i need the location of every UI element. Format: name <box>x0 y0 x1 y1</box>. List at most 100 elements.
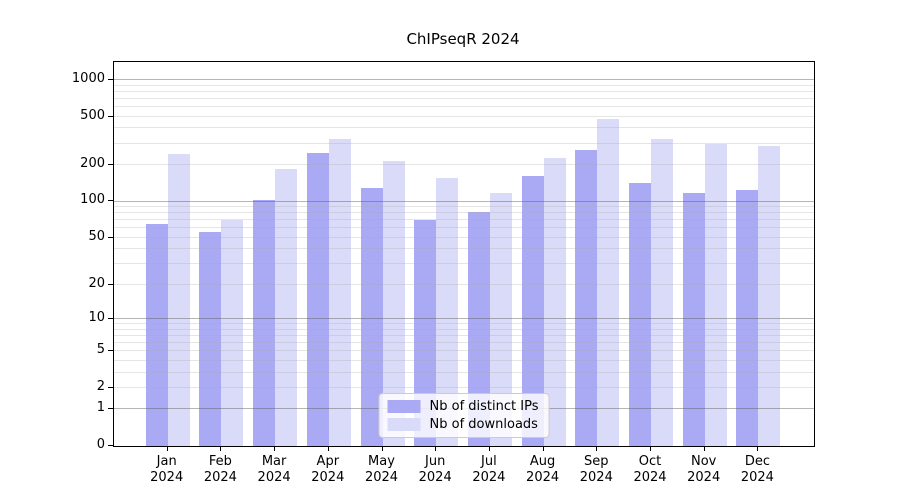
minor-grid-line <box>114 323 814 324</box>
y-tick-mark <box>108 283 113 285</box>
x-tick-mark <box>542 446 544 451</box>
x-tick-mark <box>703 446 705 451</box>
bar-distinct-ips-may <box>360 187 383 446</box>
bar-distinct-ips-oct <box>629 182 651 446</box>
x-tick-label-mar: Mar 2024 <box>257 454 291 485</box>
bar-downloads-oct <box>651 138 673 446</box>
y-tick-label-10: 10 <box>88 309 105 325</box>
major-grid-line <box>114 318 814 319</box>
minor-grid-line <box>114 97 814 99</box>
y-tick-label-5: 5 <box>96 342 105 358</box>
bar-downloads-mar <box>275 168 298 446</box>
bar-distinct-ips-nov <box>682 192 705 446</box>
x-tick-mark <box>650 446 651 451</box>
bar-distinct-ips-sep <box>575 150 598 446</box>
bar-downloads-dec <box>758 146 781 446</box>
legend-item-downloads: Nb of downloads <box>387 417 539 432</box>
x-tick-mark <box>166 446 168 451</box>
bar-distinct-ips-jan <box>145 224 168 446</box>
minor-grid-line <box>114 263 814 265</box>
y-tick-mark <box>108 317 113 319</box>
minor-grid-line <box>114 236 814 238</box>
x-tick-label-jan: Jan 2024 <box>150 454 184 485</box>
y-tick-label-20: 20 <box>88 275 105 291</box>
bar-downloads-jun <box>436 178 459 446</box>
x-tick-mark <box>757 446 759 451</box>
y-tick-mark <box>108 164 113 165</box>
x-tick-label-nov: Nov 2024 <box>687 454 721 485</box>
bar-distinct-ips-apr <box>306 153 329 446</box>
x-tick-label-feb: Feb 2024 <box>203 454 237 485</box>
bar-distinct-ips-mar <box>253 199 276 446</box>
x-tick-mark <box>381 446 383 451</box>
bar-downloads-may <box>382 161 405 446</box>
bar-distinct-ips-jul <box>467 211 490 446</box>
bar-downloads-nov <box>704 144 727 446</box>
minor-grid-line <box>114 115 814 117</box>
x-tick-label-may: May 2024 <box>364 454 399 485</box>
minor-grid-line <box>114 283 814 285</box>
minor-grid-line <box>114 341 814 343</box>
y-tick-mark <box>108 386 113 388</box>
x-tick-label-dec: Dec 2024 <box>740 454 774 485</box>
x-tick-mark <box>327 446 329 451</box>
legend-swatch-distinct-ips <box>387 400 421 413</box>
major-grid-line <box>114 78 814 80</box>
y-tick-mark <box>108 115 113 117</box>
x-tick-mark <box>274 446 276 451</box>
x-tick-mark <box>596 446 598 451</box>
y-tick-label-0: 0 <box>96 437 105 452</box>
x-tick-mark <box>435 446 437 451</box>
bar-distinct-ips-feb <box>199 231 222 446</box>
minor-grid-line <box>114 106 814 107</box>
x-tick-label-apr: Apr 2024 <box>311 454 345 485</box>
y-tick-label-1: 1 <box>96 400 105 416</box>
minor-grid-line <box>114 206 814 207</box>
minor-grid-line <box>114 386 814 388</box>
bar-distinct-ips-jun <box>414 220 437 446</box>
x-tick-label-oct: Oct 2024 <box>633 454 667 485</box>
y-tick-label-500: 500 <box>80 107 105 123</box>
legend-label-downloads: Nb of downloads <box>429 417 538 432</box>
x-tick-label-jun: Jun 2024 <box>418 454 452 485</box>
minor-grid-line <box>114 359 814 361</box>
major-grid-line <box>114 200 814 202</box>
minor-grid-line <box>114 350 814 352</box>
x-tick-mark <box>220 446 222 451</box>
chart-title: ChIPseqR 2024 <box>406 30 520 48</box>
bar-distinct-ips-dec <box>736 189 759 446</box>
minor-grid-line <box>114 219 814 221</box>
y-tick-label-2: 2 <box>96 378 105 394</box>
y-tick-label-200: 200 <box>80 156 105 171</box>
minor-grid-line <box>114 142 814 144</box>
y-tick-label-100: 100 <box>80 192 105 208</box>
plot-area: Nb of distinct IPs Nb of downloads <box>113 61 815 447</box>
y-tick-label-1000: 1000 <box>71 70 105 86</box>
x-tick-mark <box>488 446 490 451</box>
x-tick-label-sep: Sep 2024 <box>579 454 613 485</box>
y-tick-label-50: 50 <box>88 228 105 244</box>
bar-downloads-apr <box>328 138 351 446</box>
y-tick-mark <box>108 78 113 80</box>
minor-grid-line <box>114 164 814 165</box>
bar-downloads-feb <box>221 220 244 446</box>
minor-grid-line <box>114 334 814 336</box>
y-tick-mark <box>108 408 113 410</box>
minor-grid-line <box>114 212 814 214</box>
bar-downloads-jul <box>489 192 512 446</box>
bar-downloads-sep <box>597 119 620 446</box>
legend: Nb of distinct IPs Nb of downloads <box>378 393 550 438</box>
y-tick-mark <box>108 236 113 238</box>
minor-grid-line <box>114 90 814 92</box>
bar-downloads-aug <box>543 157 566 446</box>
x-tick-label-jul: Jul 2024 <box>472 454 506 485</box>
legend-label-distinct-ips: Nb of distinct IPs <box>429 399 539 414</box>
x-tick-label-aug: Aug 2024 <box>526 454 560 485</box>
minor-grid-line <box>114 371 814 373</box>
y-tick-mark <box>108 200 113 202</box>
y-tick-mark <box>108 445 113 446</box>
legend-swatch-downloads <box>387 418 421 431</box>
bar-downloads-jan <box>167 154 190 446</box>
minor-grid-line <box>114 84 814 86</box>
